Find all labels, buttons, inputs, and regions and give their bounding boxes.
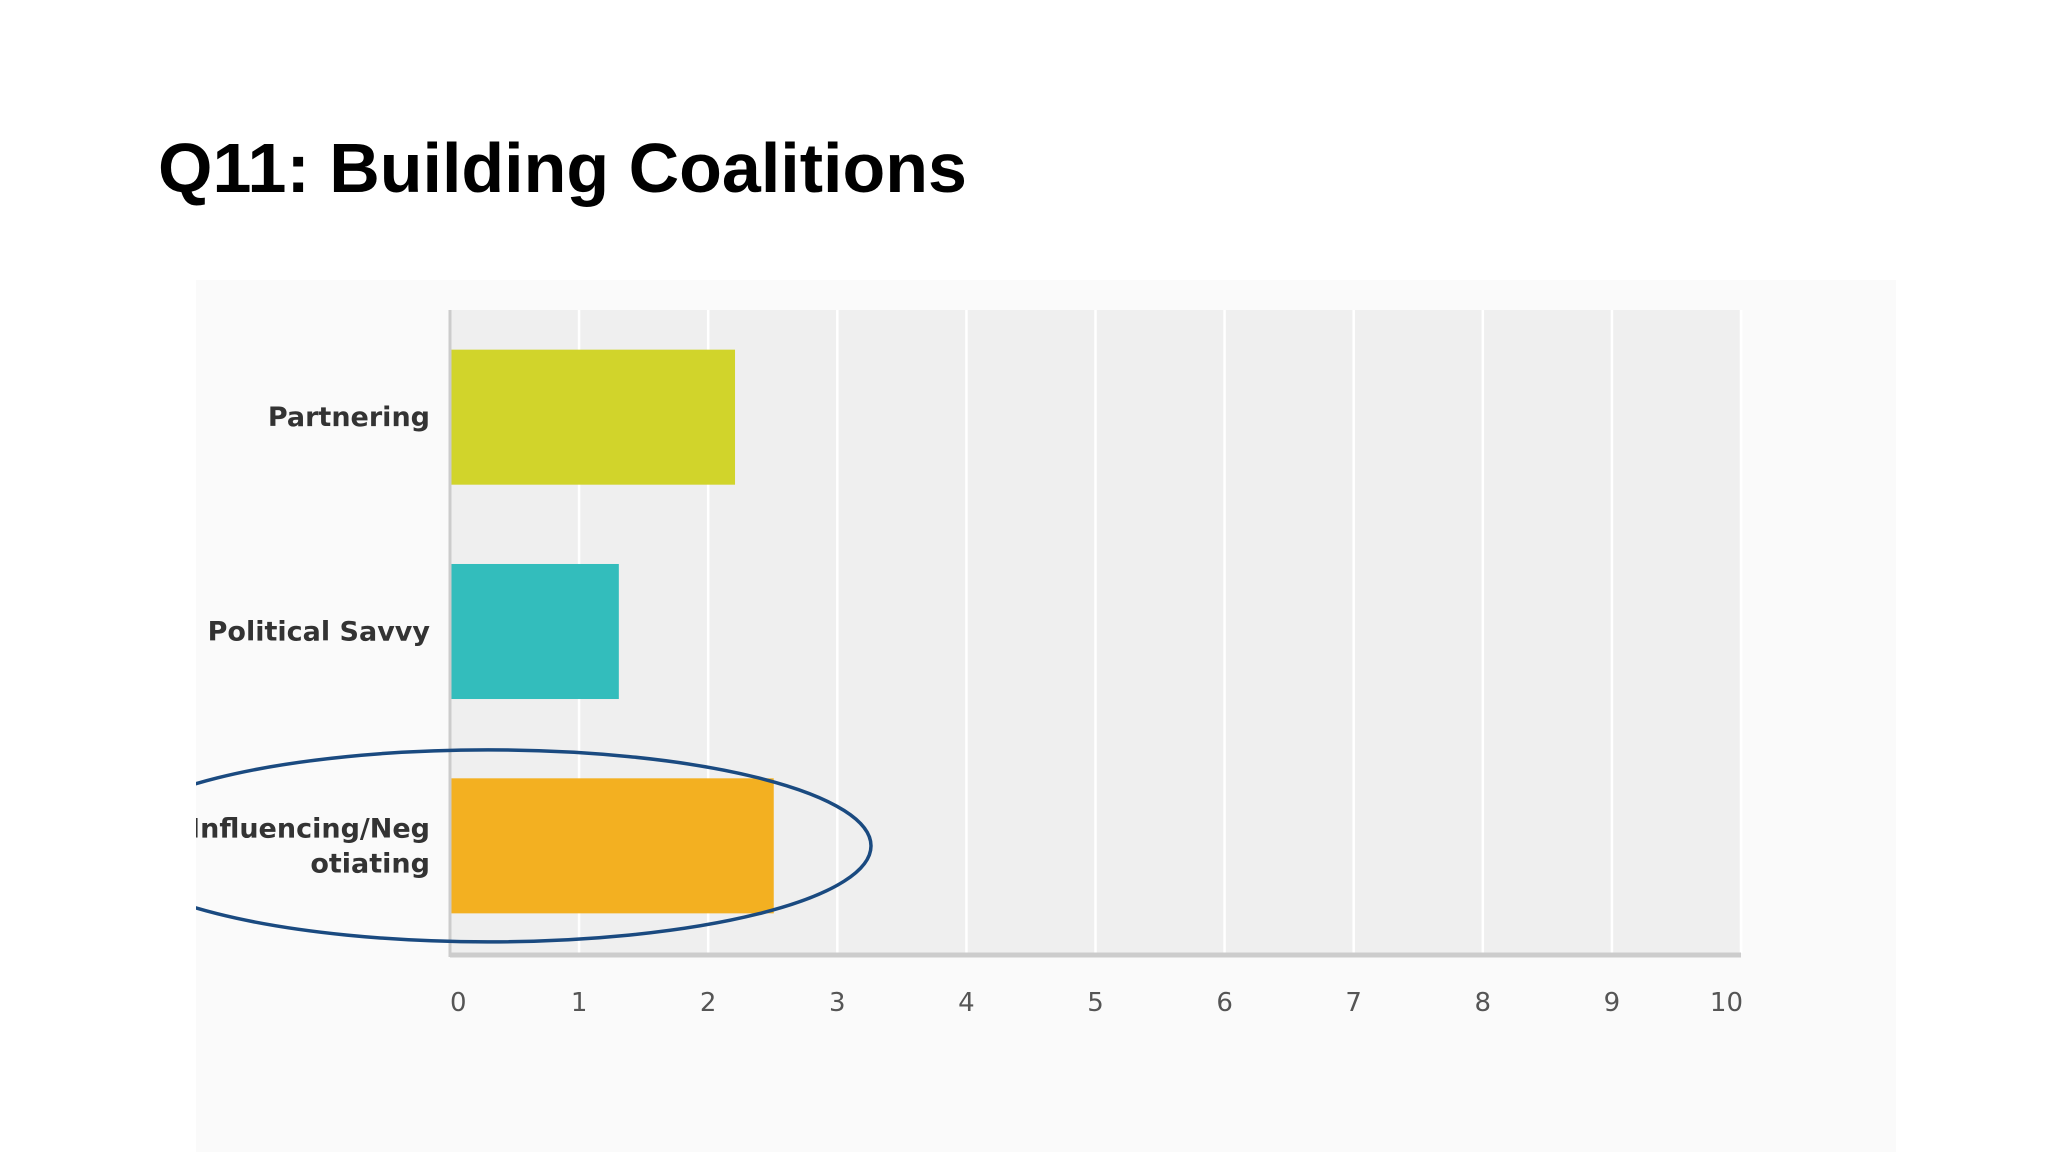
x-tick-labels: 0 1 2 3 4 5 6 7 8 9 10 (450, 988, 1743, 1018)
bars (451, 349, 774, 914)
chart-area: Partnering Political Savvy Influencing/Neg… (196, 280, 1896, 1152)
category-labels: Partnering Political Savvy Influencing/Neg… (196, 402, 430, 879)
x-tick-label: 6 (1216, 988, 1233, 1018)
bar (451, 563, 619, 700)
x-tick-label: 5 (1087, 988, 1104, 1018)
bar (451, 778, 774, 914)
gridlines (577, 310, 1743, 953)
x-tick-label: 7 (1345, 988, 1362, 1018)
axes (448, 310, 1741, 958)
x-tick-label: 2 (700, 988, 717, 1018)
x-tick-label: 1 (571, 988, 588, 1018)
category-label: Political Savvy (208, 616, 431, 647)
bar-chart: Partnering Political Savvy Influencing/Neg… (196, 310, 1743, 1018)
x-tick-label: 0 (450, 988, 467, 1018)
category-label: Partnering (268, 402, 430, 433)
bar (451, 349, 736, 485)
x-tick-label: 4 (958, 988, 975, 1018)
x-tick-label: 9 (1604, 988, 1621, 1018)
x-tick-label: 8 (1475, 988, 1492, 1018)
highlight-ellipse (196, 748, 873, 944)
x-tick-label: 10 (1710, 988, 1743, 1018)
x-tick-label: 3 (829, 988, 846, 1018)
page-title: Q11: Building Coalitions (158, 129, 967, 207)
category-label: Influencing/Neg otiating (196, 813, 430, 879)
highlight-annotations (196, 748, 873, 944)
